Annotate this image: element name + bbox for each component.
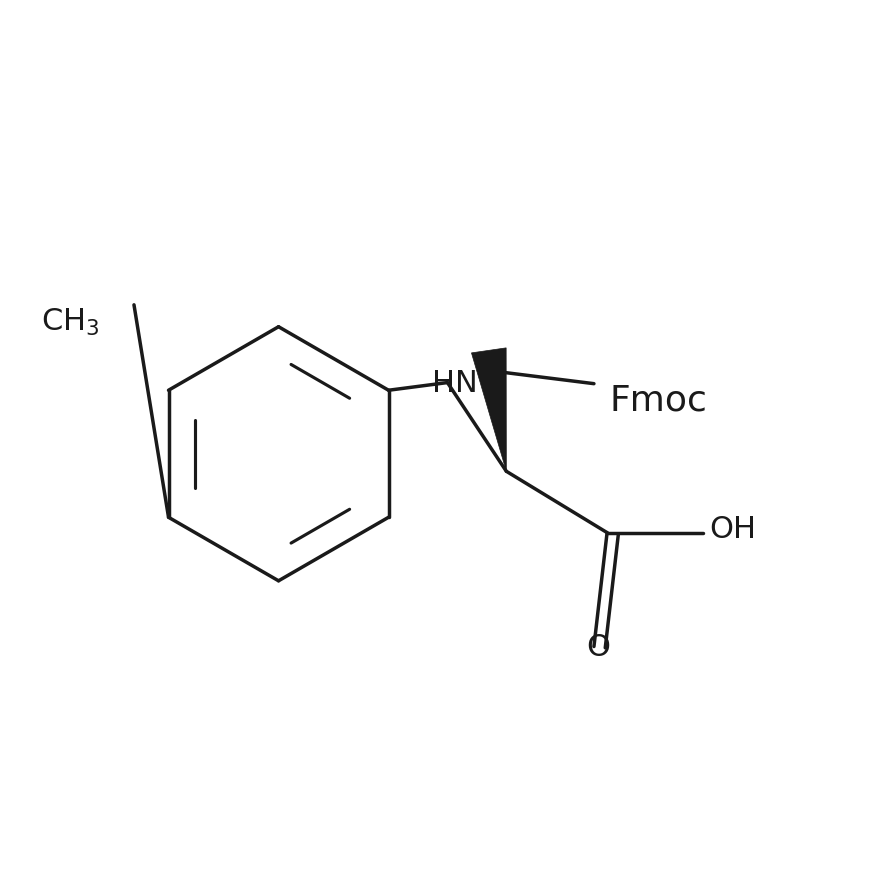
Polygon shape: [472, 348, 506, 472]
Text: OH: OH: [709, 515, 756, 545]
Text: Fmoc: Fmoc: [610, 384, 708, 417]
Text: CH$_3$: CH$_3$: [41, 307, 99, 338]
Text: O: O: [587, 634, 611, 662]
Text: HN: HN: [432, 368, 477, 398]
